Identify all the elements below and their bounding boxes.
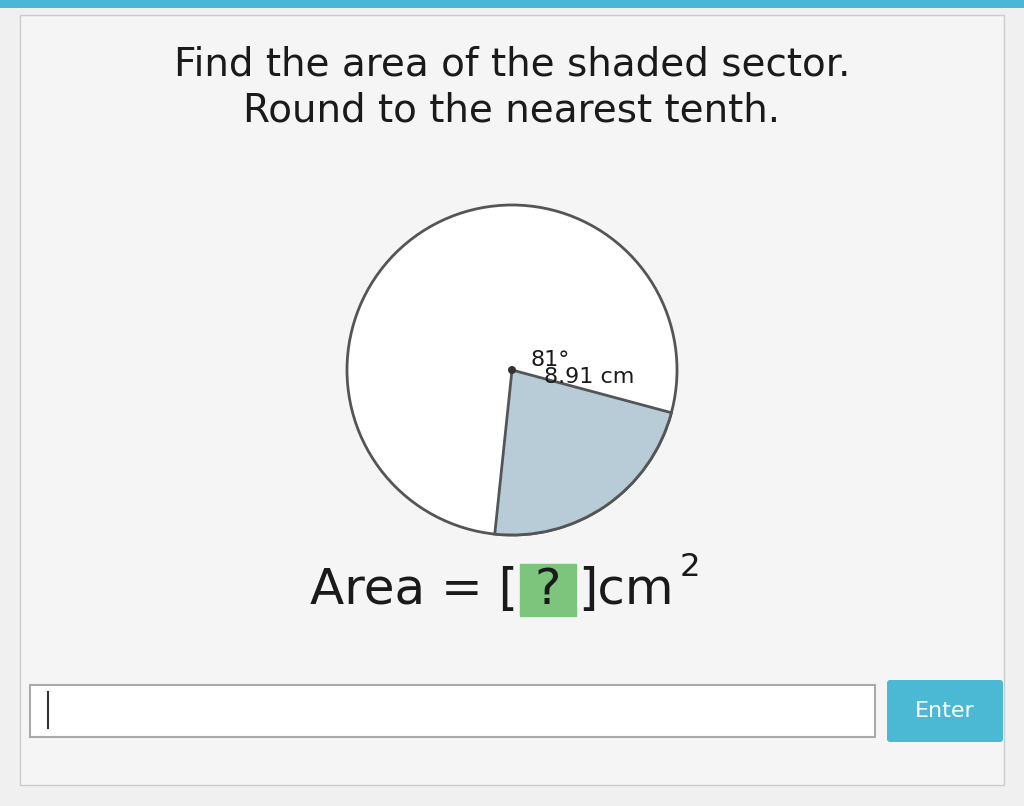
Text: ?: ? [535, 566, 561, 614]
Circle shape [347, 205, 677, 535]
Text: Find the area of the shaded sector.: Find the area of the shaded sector. [174, 46, 850, 84]
Text: Area = [: Area = [ [310, 566, 518, 614]
Text: Enter: Enter [915, 701, 975, 721]
Bar [0, 0, 1024, 8]
FancyBboxPatch shape [887, 680, 1002, 742]
Wedge shape [495, 370, 672, 535]
FancyBboxPatch shape [520, 564, 575, 616]
FancyBboxPatch shape [20, 15, 1004, 785]
FancyBboxPatch shape [30, 685, 874, 737]
Text: 2: 2 [680, 552, 700, 584]
Text: ]cm: ]cm [578, 566, 674, 614]
Circle shape [508, 366, 516, 374]
Text: 8.91 cm: 8.91 cm [544, 367, 634, 387]
Text: Round to the nearest tenth.: Round to the nearest tenth. [244, 91, 780, 129]
Text: 81°: 81° [530, 350, 569, 370]
